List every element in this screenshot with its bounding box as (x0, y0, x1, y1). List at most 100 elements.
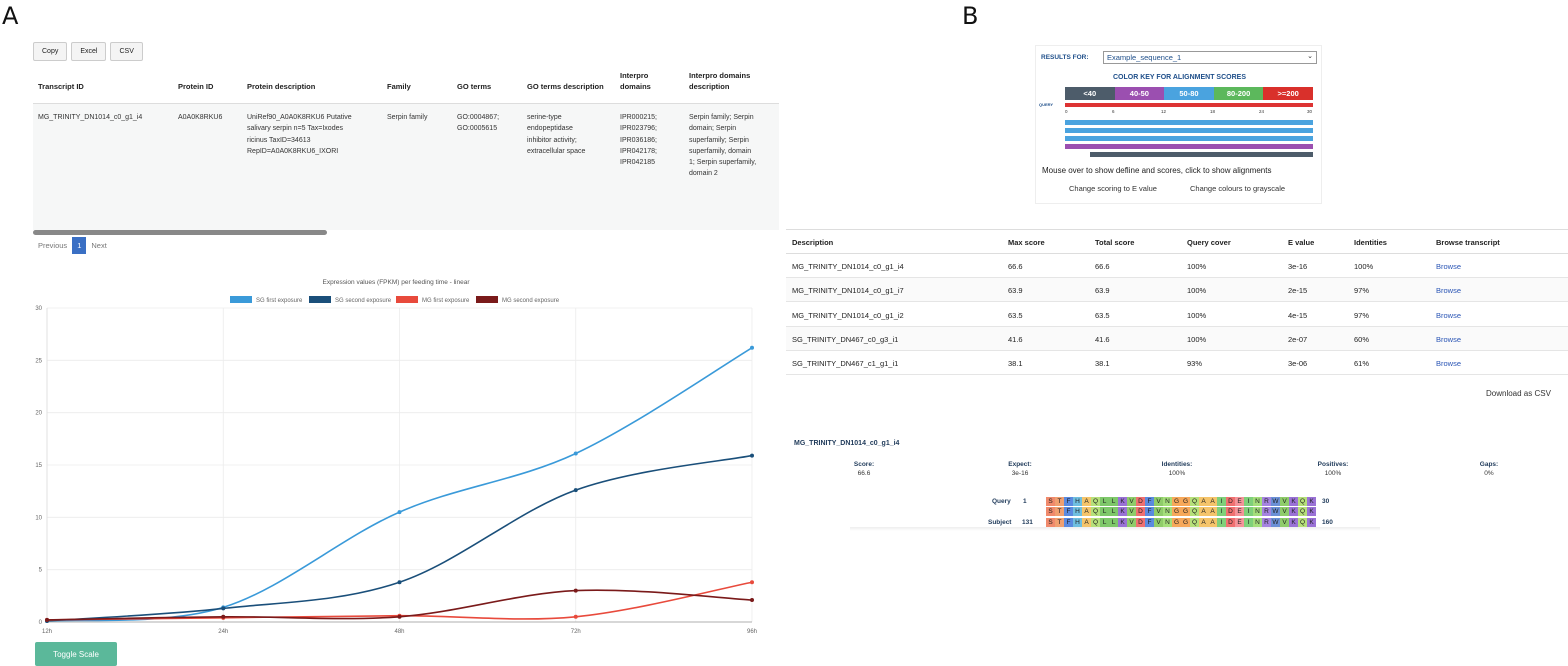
download-csv-link[interactable]: Download as CSV (1486, 389, 1551, 398)
table-cell: 97% (1354, 286, 1370, 296)
residue: K (1289, 497, 1298, 506)
y-tick-label: 30 (35, 306, 42, 312)
col-go-terms-description[interactable]: GO terms description (527, 82, 604, 91)
browse-link[interactable]: Browse (1436, 310, 1462, 320)
table-cell: 60% (1354, 334, 1370, 344)
y-tick-label: 10 (35, 515, 42, 521)
col-interpro-description[interactable]: Interpro domains description (689, 71, 751, 91)
sequence-select[interactable]: Example_sequence_1 ⌄ (1103, 51, 1317, 64)
data-point (573, 588, 578, 593)
legend-label: SG first exposure (256, 298, 303, 304)
table-cell: MG_TRINITY_DN1014_c0_g1_i4 (792, 262, 904, 271)
tick-label: 18 (1210, 109, 1216, 114)
residue: E (1235, 507, 1244, 516)
hit-bar-5[interactable] (1090, 152, 1313, 157)
color-key-swatch: 80-200 (1213, 87, 1264, 100)
residue: G (1172, 507, 1181, 516)
col-max-score[interactable]: Max score (1008, 238, 1045, 247)
col-browse-transcript[interactable]: Browse transcript (1436, 238, 1500, 247)
table-cell: 97% (1354, 310, 1370, 320)
browse-link[interactable]: Browse (1436, 286, 1462, 296)
color-key-swatch: 50-80 (1164, 87, 1214, 100)
hit-bar-1[interactable] (1065, 120, 1313, 125)
text-line: endopeptidase (527, 125, 573, 133)
col-protein-id[interactable]: Protein ID (178, 82, 214, 91)
table-header: Transcript ID Protein ID Protein descrip… (33, 62, 779, 104)
residue: Q (1298, 497, 1307, 506)
excel-button[interactable]: Excel (71, 42, 107, 61)
cell-family: Serpin family (387, 114, 428, 121)
color-key-swatch: <40 (1065, 87, 1115, 100)
browse-link[interactable]: Browse (1436, 334, 1462, 344)
col-protein-description[interactable]: Protein description (247, 82, 316, 91)
table-header: Description Max score Total score Query … (786, 229, 1568, 254)
hit-bar-2[interactable] (1065, 128, 1313, 133)
selected-sequence: Example_sequence_1 (1107, 53, 1182, 62)
residue: F (1064, 507, 1073, 516)
residue: A (1208, 497, 1217, 506)
browse-link[interactable]: Browse (1436, 262, 1462, 271)
table-cell: 38.1 (1095, 359, 1110, 369)
transcript-table: Transcript ID Protein ID Protein descrip… (33, 62, 779, 230)
subject-end: 160 (1322, 519, 1333, 526)
residue: A (1082, 518, 1091, 527)
residue: N (1253, 507, 1262, 516)
residue: D (1136, 497, 1145, 506)
col-query-cover[interactable]: Query cover (1187, 238, 1231, 247)
text-line: GO:0005615 (457, 125, 498, 133)
text-line: IPR036186; (620, 136, 657, 144)
residue: F (1064, 518, 1073, 527)
text-line: IPR042178; (620, 147, 657, 155)
data-point (750, 580, 754, 585)
col-transcript-id[interactable]: Transcript ID (38, 82, 84, 91)
residue: Q (1091, 497, 1100, 506)
current-page-button[interactable]: 1 (72, 237, 87, 254)
residue: N (1163, 507, 1172, 516)
col-interpro-domains[interactable]: Interpro domains (620, 71, 651, 91)
query-axis: 0 6 12 18 24 30 (1065, 109, 1313, 117)
tick-label: 24 (1259, 109, 1265, 114)
residue: H (1073, 507, 1082, 516)
col-identities[interactable]: Identities (1354, 238, 1387, 247)
residue: N (1253, 497, 1262, 506)
cell-protein-id: A0A0K8RKU6 (178, 114, 223, 121)
tick-label: 6 (1112, 109, 1115, 114)
text-line: IPR042185 (620, 159, 656, 167)
csv-button[interactable]: CSV (110, 42, 143, 61)
residue: A (1082, 497, 1091, 506)
col-e-value[interactable]: E value (1288, 238, 1315, 247)
query-start: 1 (1023, 498, 1027, 505)
stat-key: Positives: (1317, 461, 1349, 468)
col-description[interactable]: Description (792, 238, 834, 247)
cell-transcript-id: MG_TRINITY_DN1014_c0_g1_i4 (38, 114, 143, 121)
residue: E (1235, 497, 1244, 506)
hit-bar-4[interactable] (1065, 144, 1313, 149)
residue: I (1217, 497, 1226, 506)
col-total-score[interactable]: Total score (1095, 238, 1135, 247)
legend-swatch (309, 296, 331, 303)
horizontal-scrollbar[interactable] (33, 230, 327, 235)
col-go-terms[interactable]: GO terms (457, 82, 492, 91)
residue: S (1046, 507, 1055, 516)
hit-bar-3[interactable] (1065, 136, 1313, 141)
table-cell: 2e-15 (1288, 286, 1308, 296)
expression-chart: Expression values (FPKM) per feeding tim… (30, 276, 780, 636)
change-scoring-link[interactable]: Change scoring to E value (1069, 184, 1157, 193)
data-point (397, 614, 402, 619)
panel-label-b: B (962, 2, 979, 30)
export-toolbar: Copy Excel CSV (33, 42, 143, 61)
previous-page-button[interactable]: Previous (38, 241, 68, 250)
copy-button[interactable]: Copy (33, 42, 68, 61)
toggle-scale-button[interactable]: Toggle Scale (35, 642, 117, 666)
legend-label: MG first exposure (422, 298, 470, 304)
text-line: GO:0004867; (457, 114, 500, 121)
table-cell: 93% (1187, 359, 1203, 369)
subject-start: 131 (1022, 519, 1033, 526)
change-colours-link[interactable]: Change colours to grayscale (1190, 184, 1286, 193)
stat-value: 0% (1484, 470, 1494, 477)
next-page-button[interactable]: Next (91, 241, 107, 250)
browse-link[interactable]: Browse (1436, 359, 1462, 369)
col-family[interactable]: Family (387, 82, 411, 91)
residue: A (1082, 507, 1091, 516)
residue: V (1280, 497, 1289, 506)
